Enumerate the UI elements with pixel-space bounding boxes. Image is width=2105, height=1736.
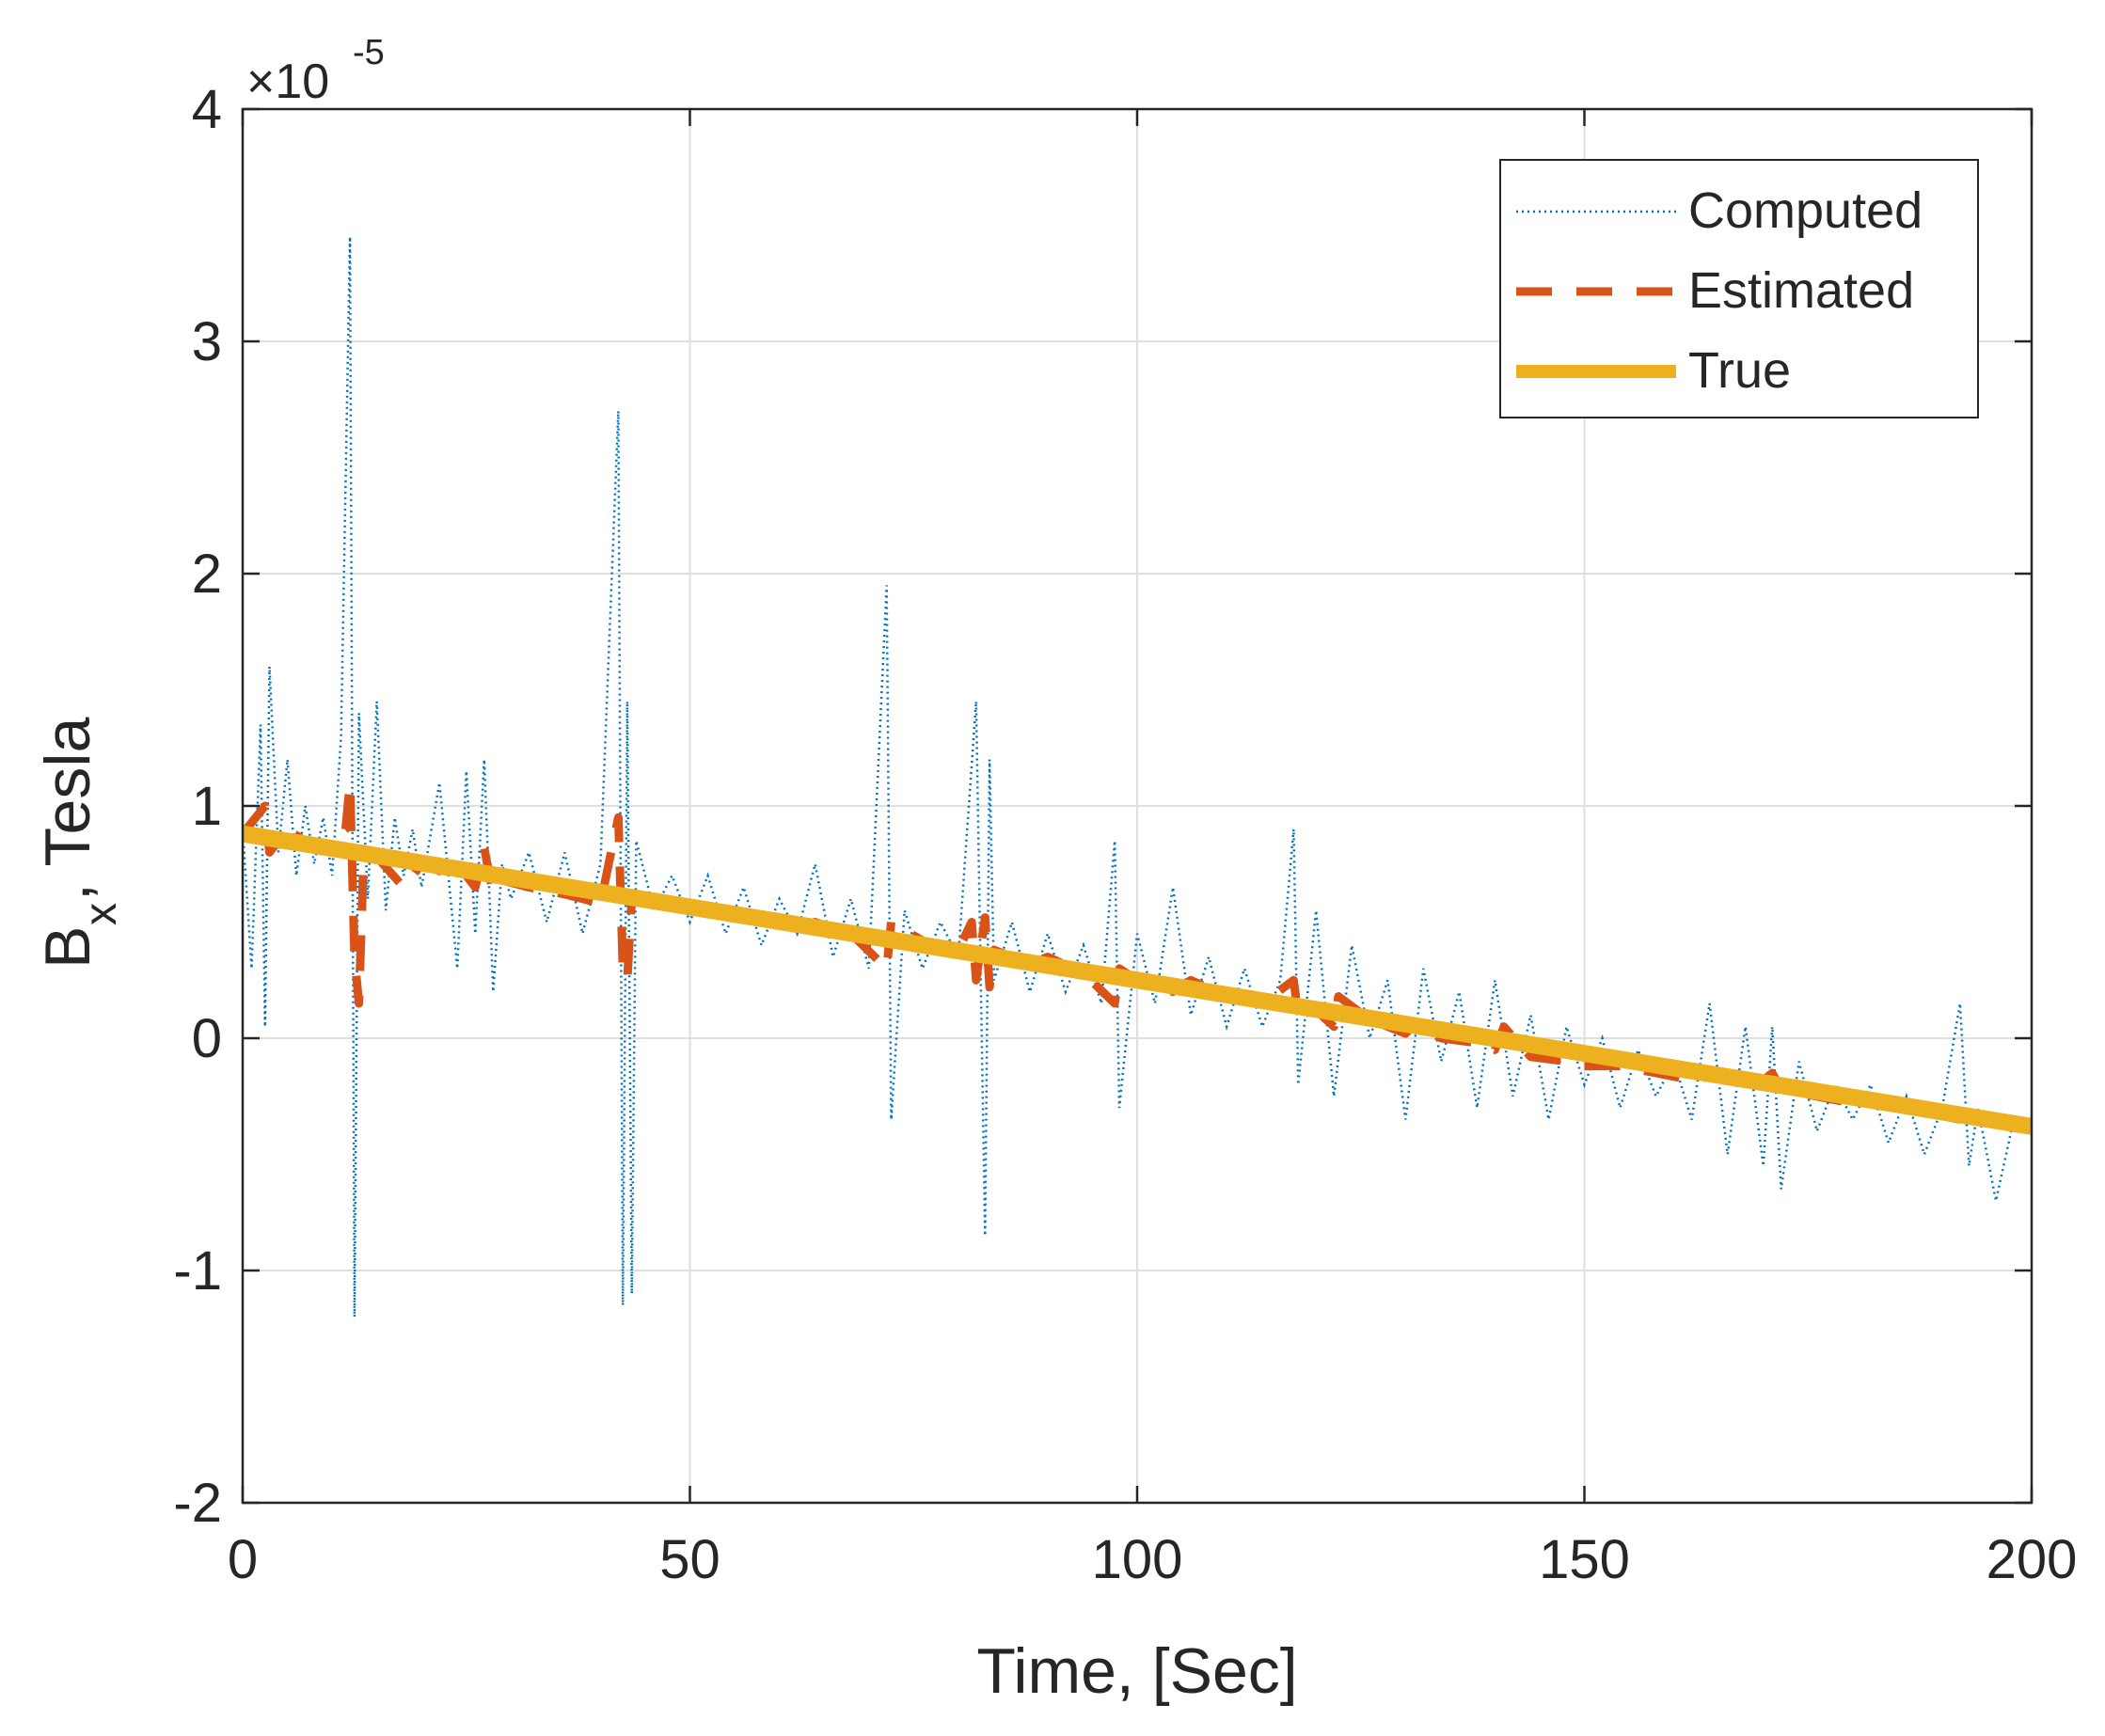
legend: Computed Estimated True xyxy=(1499,159,1979,418)
y-multiplier: ×10 xyxy=(246,55,329,109)
y-axis-label-main: B xyxy=(32,926,103,969)
y-tick-label: -1 xyxy=(173,1240,222,1302)
y-tick-label: 4 xyxy=(192,79,222,140)
legend-label-computed: Computed xyxy=(1688,182,1923,239)
x-tick-label: 100 xyxy=(1092,1529,1183,1590)
y-exponent-label: ×10 -5 xyxy=(246,33,385,109)
series-layer xyxy=(243,236,2032,1318)
y-exponent: -5 xyxy=(353,33,385,72)
series-line-computed xyxy=(243,236,2032,1318)
y-axis-label-subscript: x xyxy=(76,903,126,925)
plot-area xyxy=(243,236,2032,1318)
x-axis-label: Time, [Sec] xyxy=(976,1635,1297,1707)
legend-label-true: True xyxy=(1688,342,1791,399)
series-line-true xyxy=(243,825,2032,1135)
ticks: 0 50 100 150 200 -2 -1 0 1 2 3 4 xyxy=(173,79,2077,1590)
y-tick-label: 3 xyxy=(192,311,222,372)
y-axis-label-unit: , Tesla xyxy=(32,718,103,901)
legend-label-estimated: Estimated xyxy=(1688,262,1914,319)
y-tick-label: 1 xyxy=(192,776,222,837)
y-axis-label: B x , Tesla xyxy=(32,718,126,969)
y-tick-label: -2 xyxy=(173,1473,222,1534)
y-tick-label: 2 xyxy=(192,544,222,605)
x-tick-label: 0 xyxy=(228,1529,258,1590)
x-tick-label: 150 xyxy=(1539,1529,1630,1590)
x-tick-label: 200 xyxy=(1986,1529,2078,1590)
x-tick-label: 50 xyxy=(659,1529,720,1590)
y-tick-label: 0 xyxy=(192,1008,222,1069)
